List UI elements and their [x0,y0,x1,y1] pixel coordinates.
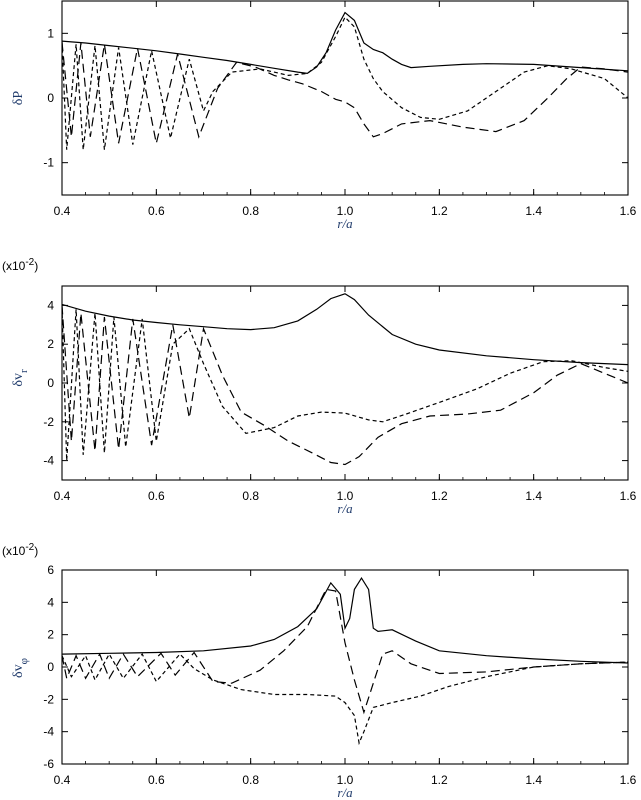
x-tick-label: 0.8 [242,773,259,787]
series-line-short-dash [62,16,628,150]
x-tick-label: 1.2 [431,773,448,787]
x-tick-label: 0.4 [54,204,71,218]
scale-multiplier-base: (x10 [2,259,26,273]
plot-frame [61,285,629,481]
y-tick-label: -1 [43,156,54,170]
x-tick-label: 1.6 [620,489,637,503]
x-tick-label: 0.4 [54,489,71,503]
x-tick-label: 0.6 [148,489,165,503]
x-tick-label: 1.6 [620,204,637,218]
y-axis-title-main: δv [11,373,26,387]
scale-multiplier: (x10-2) [2,542,38,558]
scale-multiplier-exponent: -2 [25,257,34,268]
y-tick-label: 4 [47,595,54,609]
series-line-solid [62,11,628,75]
y-tick-label: -2 [43,692,54,706]
scale-multiplier: (x10-2) [2,257,38,273]
x-tick-label: 1.4 [525,773,542,787]
x-tick-label: 0.6 [148,773,165,787]
series-line-short-dash [62,307,628,461]
y-tick-label: 1 [47,26,54,40]
y-axis-title-subscript: φ [18,658,30,664]
x-tick-label: 1.2 [431,489,448,503]
y-tick-label: -4 [43,454,54,468]
y-tick-label: 0 [47,660,54,674]
y-tick-label: -4 [43,725,54,739]
series-line-long-dash [62,305,628,466]
series-line-short-dash [62,652,628,746]
y-axis-title-main: δv [11,664,26,678]
scale-multiplier-close: ) [34,259,38,273]
y-axis-title: δP [11,91,26,106]
x-tick-label: 1.6 [620,773,637,787]
y-tick-label: 6 [47,563,54,577]
x-axis-title: r/a [337,216,353,231]
y-tick-label: 2 [47,337,54,351]
x-axis-title: r/a [337,501,353,516]
y-tick-label: -2 [43,415,54,429]
scale-multiplier-exponent: -2 [25,542,34,553]
series-line-long-dash [62,42,628,144]
x-tick-label: 1.4 [525,489,542,503]
x-tick-label: 1.0 [337,773,354,787]
panel-azimuthal-velocity: 0.4 0.6 0.8 1.0 1.2 1.4 1.6 -6 -4 -2 0 2 4 6 r/a δvφ (x1… [2,542,637,800]
plot-frame [61,569,629,765]
x-tick-label: 1.0 [337,204,354,218]
series-line-solid [62,293,628,366]
y-axis-title-main: δP [11,91,26,106]
y-tick-label: 0 [47,91,54,105]
series-line-long-dash [62,588,628,715]
panel-radial-velocity: 0.4 0.6 0.8 1.0 1.2 1.4 1.6-4-2024r/aδvr(x10-2… [2,257,637,516]
y-axis-title: δvr [11,369,30,387]
x-axis-title: r/a [337,785,353,800]
x-tick-label: 1.0 [337,489,354,503]
y-tick-label: -6 [43,757,54,771]
scale-multiplier-close: ) [34,544,38,558]
y-tick-label: 0 [47,376,54,390]
x-tick-label: 0.6 [148,204,165,218]
y-tick-label: 4 [47,298,54,312]
x-tick-label: 0.8 [242,489,259,503]
x-tick-label: 0.4 [54,773,71,787]
panel-pressure: 0.4 0.6 0.8 1.0 1.2 1.4 1.6 -1 0 1 r/a δP [11,0,637,231]
y-tick-label: 2 [47,628,54,642]
scale-multiplier-base: (x10 [2,544,26,558]
x-tick-label: 1.4 [525,204,542,218]
x-tick-label: 1.2 [431,204,448,218]
y-axis-title-subscript: r [18,369,30,373]
y-axis-title: δvφ [11,658,30,678]
x-tick-label: 0.8 [242,204,259,218]
series-line-solid [62,576,628,664]
